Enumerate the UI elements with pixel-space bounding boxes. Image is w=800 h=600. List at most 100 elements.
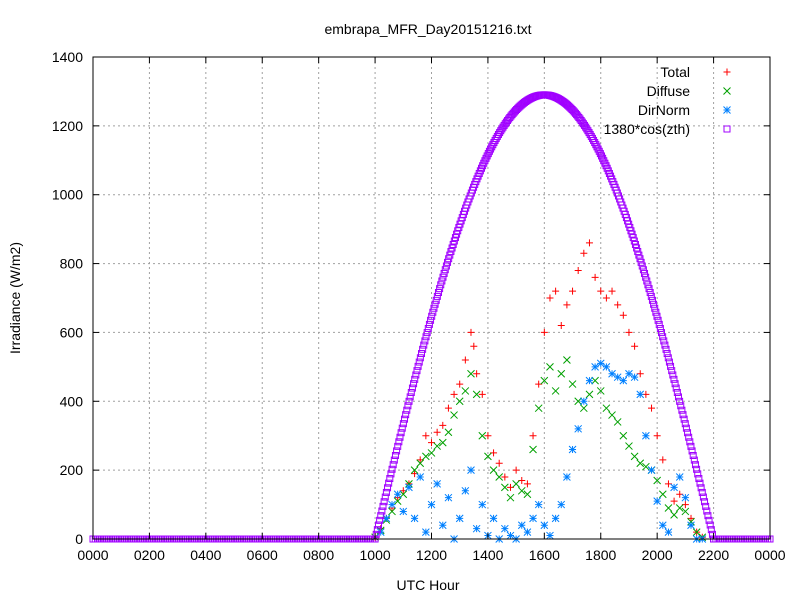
data-point (687, 521, 695, 530)
data-point (673, 388, 681, 396)
data-point (596, 150, 604, 158)
data-point (428, 312, 436, 320)
data-point (647, 466, 656, 474)
x-tick-label: 1800 (585, 547, 616, 563)
data-point (630, 373, 639, 382)
data-point (399, 490, 408, 499)
data-point (546, 294, 554, 302)
data-point (651, 304, 659, 312)
data-point (664, 354, 672, 362)
series-total (371, 239, 706, 541)
data-point (639, 266, 647, 274)
data-point (390, 456, 398, 464)
data-point (672, 384, 680, 392)
data-point (602, 294, 610, 302)
data-point (405, 483, 413, 492)
data-point (696, 479, 704, 487)
data-point (394, 442, 402, 450)
data-point (399, 420, 407, 428)
data-point (389, 461, 397, 469)
data-point (641, 269, 649, 277)
data-point (669, 371, 677, 379)
legend-marker (723, 68, 731, 76)
data-point (557, 500, 566, 509)
data-point (501, 473, 509, 481)
data-point (441, 266, 449, 274)
data-point (592, 141, 600, 149)
data-point (456, 380, 464, 388)
data-point (430, 304, 438, 312)
y-tick-label: 800 (60, 256, 84, 272)
data-point (656, 324, 664, 332)
data-point (408, 384, 416, 392)
data-point (637, 258, 645, 266)
legend-marker (723, 106, 731, 114)
data-point (625, 328, 633, 336)
data-point (679, 411, 687, 419)
data-point (378, 507, 386, 515)
data-point (595, 147, 603, 155)
legend-label: Total (660, 64, 690, 80)
tick-labels: 0000 0200 0400 0600 0800 1000 1200 1400 1600 1800… (52, 49, 786, 563)
data-point (391, 452, 399, 460)
data-point (416, 459, 425, 468)
legend-marker (723, 87, 731, 95)
data-point (484, 452, 492, 461)
data-point (665, 358, 673, 366)
data-point (667, 362, 675, 370)
data-point (448, 244, 456, 252)
data-point (403, 406, 411, 414)
data-point (701, 498, 709, 506)
data-point (636, 459, 645, 468)
data-point (551, 514, 560, 523)
data-point (642, 462, 650, 471)
data-point (653, 497, 662, 505)
legend: Total Diffuse DirNorm 1380*cos(zth) (604, 64, 731, 137)
data-point (529, 445, 537, 454)
data-point (614, 301, 622, 309)
data-point (472, 390, 481, 399)
data-point (653, 432, 661, 440)
data-point (506, 531, 515, 540)
data-point (410, 380, 418, 388)
data-point (540, 521, 549, 530)
data-point (482, 154, 490, 162)
x-tick-label: 1600 (529, 547, 560, 563)
data-point (648, 404, 656, 412)
data-point (613, 373, 622, 382)
data-point (388, 465, 396, 473)
data-point (422, 333, 430, 341)
data-point (380, 498, 388, 506)
data-point (446, 251, 454, 259)
data-point (664, 504, 673, 512)
data-point (546, 531, 554, 540)
data-point (534, 500, 543, 509)
data-point (652, 308, 660, 316)
data-point (579, 397, 588, 406)
data-point (484, 150, 492, 158)
data-point (670, 511, 678, 519)
data-point (461, 486, 470, 495)
data-point (440, 269, 448, 277)
data-point (431, 300, 439, 308)
data-point (455, 514, 464, 523)
grid-lines (93, 57, 770, 539)
data-point (608, 369, 616, 378)
data-point (436, 285, 444, 293)
data-point (444, 493, 453, 502)
x-tick-label: 0000 (77, 547, 108, 563)
data-point (485, 147, 493, 155)
data-point (653, 312, 661, 320)
data-point (636, 390, 645, 399)
data-point (450, 390, 458, 398)
data-point (483, 152, 491, 160)
data-point (489, 466, 498, 474)
data-point (689, 452, 697, 460)
data-point (467, 369, 475, 378)
data-point (444, 428, 453, 437)
data-point (495, 473, 504, 481)
data-point (461, 387, 470, 395)
data-point (645, 285, 653, 293)
plot-frame (92, 56, 771, 540)
data-point (379, 502, 387, 510)
